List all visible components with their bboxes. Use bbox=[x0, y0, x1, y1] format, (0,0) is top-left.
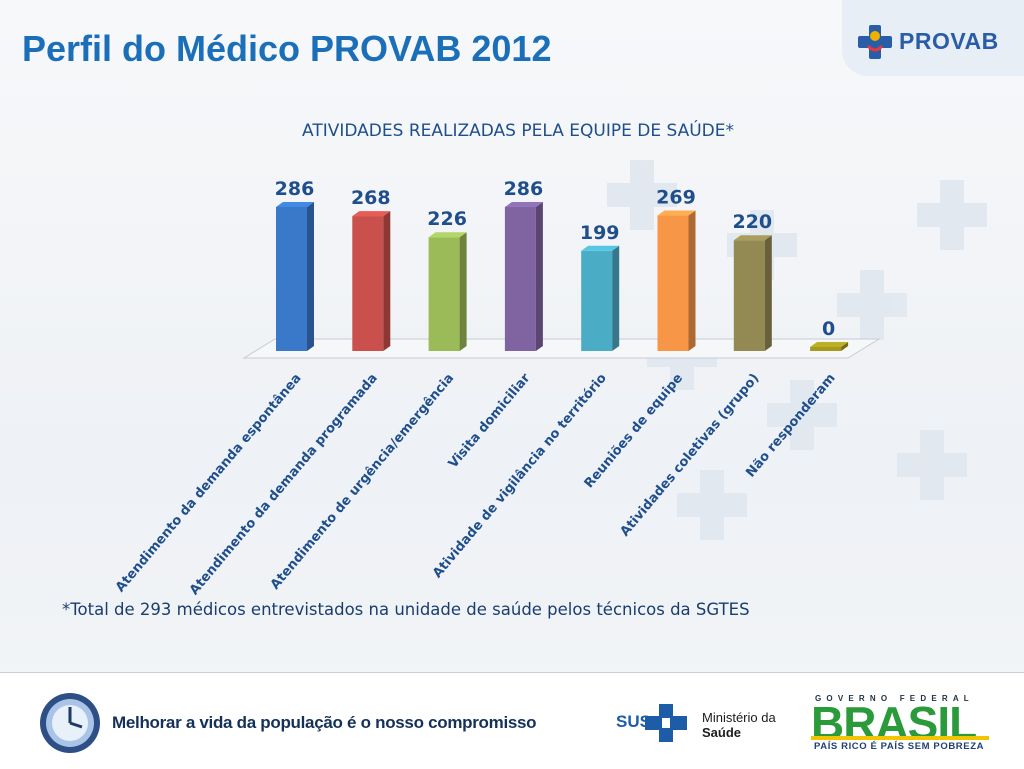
x-tick-label: Não responderam bbox=[743, 371, 838, 481]
x-tick-label: Atividade de vigilância no território bbox=[430, 371, 610, 581]
ministerio-saude-logo: Ministério da Saúde bbox=[702, 710, 776, 740]
bar-value-label: 199 bbox=[580, 222, 620, 244]
ministerio-line1: Ministério da bbox=[702, 710, 776, 725]
clock-globe-icon bbox=[40, 693, 100, 753]
bar-value-label: 286 bbox=[504, 178, 544, 200]
ministerio-line2: Saúde bbox=[702, 725, 742, 740]
bar-side bbox=[612, 245, 620, 351]
bar-side bbox=[383, 211, 391, 351]
sus-cross-icon bbox=[645, 704, 687, 742]
x-tick-label: Atividades coletivas (grupo) bbox=[618, 371, 763, 539]
chart-title: ATIVIDADES REALIZADAS PELA EQUIPE DE SAÚ… bbox=[302, 119, 734, 141]
bar-top bbox=[657, 210, 696, 216]
footnote: *Total de 293 médicos entrevistados na u… bbox=[62, 600, 750, 619]
bar-value-label: 220 bbox=[732, 211, 772, 233]
bar-top bbox=[810, 342, 849, 347]
footer-bar bbox=[0, 672, 1024, 769]
bar-side bbox=[307, 202, 314, 351]
bar-front bbox=[733, 240, 765, 351]
chart-floor bbox=[242, 338, 881, 359]
x-tick-labels-layer: Atendimento da demanda espontâneaAtendim… bbox=[113, 370, 839, 598]
bar-side bbox=[841, 342, 849, 351]
bars-layer bbox=[276, 202, 849, 351]
brasil-slogan: PAÍS RICO É PAÍS SEM POBREZA bbox=[814, 741, 985, 752]
bar-front bbox=[810, 347, 842, 351]
bar-front bbox=[581, 250, 613, 351]
chart-bar bbox=[581, 245, 620, 351]
provab-cross-icon bbox=[858, 25, 892, 59]
sus-logo-text: SUS bbox=[616, 712, 651, 731]
slogan-text: Melhorar a vida da população é o nosso c… bbox=[112, 713, 537, 732]
bar-top bbox=[504, 202, 543, 207]
governo-federal-label: GOVERNO FEDERAL bbox=[815, 694, 974, 703]
chart-bar bbox=[352, 211, 391, 351]
bar-front bbox=[428, 237, 460, 351]
bar-side bbox=[688, 210, 696, 351]
bar-front bbox=[352, 216, 384, 351]
chart-bar bbox=[276, 202, 314, 351]
chart-bar bbox=[504, 202, 543, 351]
bar-top bbox=[428, 232, 467, 238]
bar-side bbox=[459, 232, 467, 351]
page-title: Perfil do Médico PROVAB 2012 bbox=[22, 28, 552, 69]
bar-value-label: 0 bbox=[822, 318, 835, 340]
chart-bar bbox=[657, 210, 696, 351]
x-tick-label: Atendimento de urgência/emergência bbox=[268, 371, 457, 593]
bar-top bbox=[581, 245, 620, 251]
bar-value-label: 286 bbox=[275, 178, 315, 200]
bar-side bbox=[764, 235, 772, 351]
bar-top bbox=[276, 202, 314, 207]
brasil-logo-stripe bbox=[811, 736, 989, 740]
value-labels-layer: 286 268 226 286 199 269 220 0 bbox=[275, 178, 836, 340]
bar-front bbox=[657, 215, 689, 351]
x-tick-label: Visita domiciliar bbox=[446, 370, 534, 471]
bar-value-label: 269 bbox=[656, 187, 696, 209]
chart-bar bbox=[428, 232, 467, 351]
bar-value-label: 268 bbox=[351, 187, 391, 209]
bar-top bbox=[352, 211, 391, 217]
bar-front bbox=[504, 207, 536, 351]
bar-top bbox=[733, 235, 772, 241]
provab-logo-text: PROVAB bbox=[899, 28, 999, 54]
chart-bar bbox=[810, 342, 849, 351]
bar-value-label: 226 bbox=[427, 208, 467, 230]
bar-side bbox=[535, 202, 543, 351]
chart-bar bbox=[733, 235, 772, 351]
bar-front bbox=[276, 207, 307, 351]
